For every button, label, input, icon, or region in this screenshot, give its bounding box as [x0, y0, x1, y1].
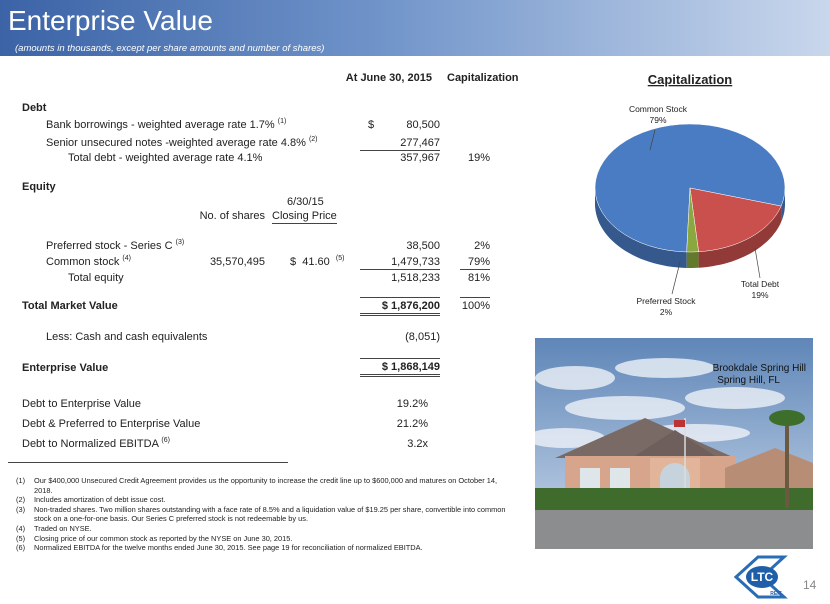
note: (2)	[308, 136, 318, 143]
footnote-number: (5)	[16, 533, 26, 543]
label: Bank borrowings - weighted average rate …	[46, 119, 275, 131]
section-heading: Equity	[22, 181, 56, 193]
footnote: (2) Includes amortization of debt issue c…	[16, 495, 516, 505]
row-label: Enterprise Value	[22, 362, 109, 374]
currency: $	[368, 119, 375, 131]
footnote-text: Traded on NYSE.	[34, 523, 92, 533]
slice-label: Preferred Stock	[636, 296, 696, 306]
footnote-text: Non-traded shares. Two million shares ou…	[34, 504, 506, 524]
footnote-number: (4)	[16, 523, 26, 533]
amount: 1,479,733	[360, 255, 440, 270]
pie-slice	[686, 187, 699, 253]
price-value: $ 41.60	[290, 256, 330, 268]
slice-value: 2%	[660, 307, 673, 317]
leader-line	[649, 129, 656, 151]
footnote-number: (3)	[16, 504, 26, 514]
amount: 277,467	[360, 136, 440, 151]
footnote-text: Our $400,000 Unsecured Credit Agreement …	[34, 476, 498, 495]
note: (4)	[122, 255, 131, 262]
note: (5)	[335, 255, 345, 262]
footnote-text: Includes amortization of debt issue cost…	[34, 495, 166, 505]
amount: (8,051)	[405, 331, 440, 343]
pie-slice	[689, 187, 782, 253]
label: Senior unsecured notes -weighted average…	[46, 137, 306, 149]
column-subheader: 6/30/15	[287, 196, 324, 208]
shares: 35,570,495	[209, 256, 265, 268]
chart-title: Capitalization	[648, 72, 733, 87]
ratio: 21.2%	[396, 418, 428, 430]
pie-side	[595, 188, 687, 268]
footnotes: (1) Our $400,000 Unsecured Credit Agreeme…	[16, 476, 516, 553]
footnote-number: (2)	[16, 495, 26, 505]
footnote: (6) Normalized EBITDA for the twelve mont…	[16, 543, 516, 553]
footnote-text: Closing price of our common stock as rep…	[34, 533, 293, 543]
row-label: Debt & Preferred to Enterprise Value	[22, 418, 201, 430]
column-header: Capitalization	[447, 72, 519, 84]
slice-value: 79%	[649, 115, 666, 125]
amount: 357,967	[400, 152, 440, 164]
note: (3)	[175, 239, 185, 246]
slice-value: 19%	[751, 290, 768, 300]
footnote-text: Normalized EBITDA for the twelve months …	[34, 543, 423, 553]
row-label: Total equity	[68, 272, 124, 284]
row-label: Total debt - weighted average rate 4.1%	[68, 152, 263, 164]
amount: $ 1,868,149	[360, 358, 440, 377]
photo	[535, 338, 813, 549]
row-label: Senior unsecured notes -weighted average…	[46, 136, 318, 150]
footnote-number: (6)	[16, 543, 26, 553]
label: Debt to Normalized EBITDA	[22, 438, 159, 450]
pie-side	[781, 188, 785, 223]
capitalization: 2%	[474, 240, 490, 252]
note: (1)	[277, 118, 287, 125]
amount: $ 1,876,200	[360, 297, 440, 316]
title: Enterprise Value	[8, 5, 213, 36]
logo-name: LTC	[751, 570, 774, 584]
pie-side	[686, 251, 699, 268]
row-label: Common stock (4)	[46, 255, 131, 269]
subtitle: (amounts in thousands, except per share …	[15, 43, 325, 54]
capitalization: 100%	[460, 297, 490, 313]
row-label: Debt to Enterprise Value	[22, 398, 142, 410]
amount: 1,518,233	[391, 272, 440, 284]
row-label: Bank borrowings - weighted average rate …	[46, 118, 286, 132]
column-subheader: No. of shares	[199, 210, 265, 222]
ratio: 3.2x	[407, 438, 428, 450]
section-heading: Debt	[22, 102, 47, 114]
row-label: Less: Cash and cash equivalents	[46, 331, 208, 343]
leader-line	[754, 247, 761, 279]
logo-tag: REIT	[770, 591, 781, 597]
logo: LTC REIT	[733, 555, 788, 599]
row-label: Total Market Value	[22, 300, 118, 312]
slice-label: Total Debt	[741, 279, 780, 289]
ratio: 19.2%	[396, 398, 428, 410]
capitalization: 81%	[467, 272, 490, 284]
slice-label: Common Stock	[629, 104, 688, 114]
leader-line	[671, 261, 681, 295]
label: Common stock	[46, 256, 120, 268]
footnote: (4) Traded on NYSE.	[16, 524, 516, 534]
price: $ 41.60 (5)	[290, 255, 344, 269]
column-subheader: Closing Price	[272, 210, 337, 224]
label: Preferred stock - Series C	[46, 240, 173, 252]
amount: 80,500	[406, 119, 440, 131]
pie-side	[698, 206, 782, 268]
footnote-rule	[8, 462, 288, 463]
header-band	[0, 0, 830, 56]
photo-caption: Brookdale Spring Hill	[712, 363, 806, 374]
amount: 38,500	[406, 240, 440, 252]
photo-caption: Spring Hill, FL	[717, 375, 780, 386]
column-header: At June 30, 2015	[345, 72, 432, 84]
footnote-number: (1)	[16, 476, 26, 485]
capitalization: 19%	[467, 152, 490, 164]
row-label: Preferred stock - Series C (3)	[46, 239, 184, 253]
capitalization: 79%	[460, 255, 490, 270]
footnote: (5) Closing price of our common stock as …	[16, 534, 516, 544]
footnote: (3) Non-traded shares. Two million shares…	[16, 505, 516, 524]
page-number: 14	[803, 578, 817, 592]
note: (6)	[161, 437, 170, 444]
footnote: (1) Our $400,000 Unsecured Credit Agreeme…	[16, 476, 516, 495]
row-label: Debt to Normalized EBITDA (6)	[22, 437, 170, 451]
